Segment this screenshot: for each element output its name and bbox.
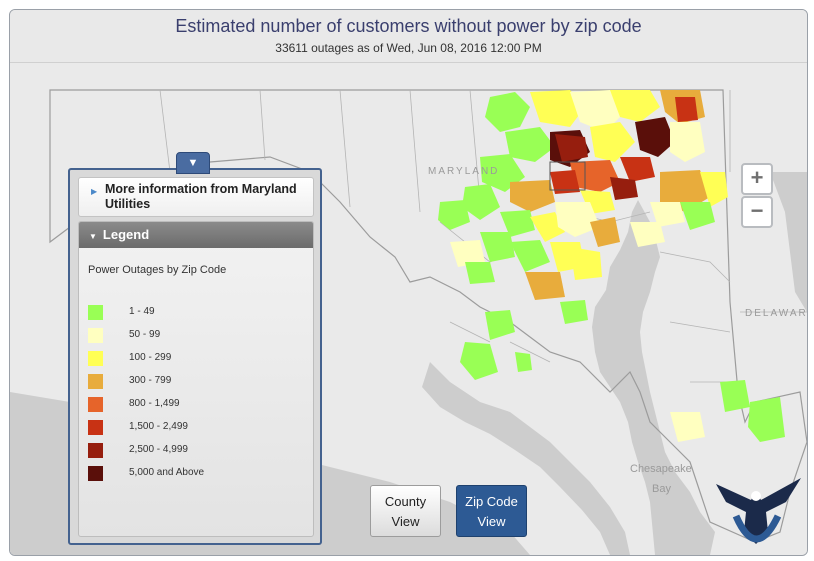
zoom-in-icon: + — [750, 165, 764, 190]
legend-subtitle: Power Outages by Zip Code — [88, 264, 227, 276]
app-frame: Estimated number of customers without po… — [9, 9, 808, 556]
county-view-label-1: County — [384, 494, 427, 509]
legend-swatch — [88, 374, 103, 389]
chesapeake-bay — [592, 200, 715, 555]
info-panel: ▶ More information from Maryland Utiliti… — [68, 168, 322, 545]
legend-swatch — [88, 305, 103, 320]
legend-section: ▼ Legend Power Outages by Zip Code 1 - 49… — [78, 221, 314, 537]
county-view-button[interactable]: County View — [370, 485, 441, 537]
legend-label: 5,000 and Above — [129, 467, 205, 478]
legend-label: 1 - 49 — [129, 306, 155, 317]
legend-swatch — [88, 443, 103, 458]
outage-summary: 33611 outages as of Wed, Jun 08, 2016 12… — [275, 41, 542, 55]
legend-label: 2,500 - 4,999 — [129, 444, 188, 455]
legend-swatch — [88, 351, 103, 366]
maryland-boundary — [49, 89, 807, 543]
maryland-osprey-logo — [706, 472, 806, 554]
legend-swatch — [88, 466, 103, 481]
zip-view-label-2: View — [477, 514, 506, 529]
header: Estimated number of customers without po… — [10, 10, 807, 63]
legend-label: 1,500 - 2,499 — [129, 421, 188, 432]
zip-outage-polygons — [438, 90, 785, 442]
label-delaware: DELAWARE — [745, 308, 807, 319]
delaware-bay — [770, 172, 807, 312]
legend-header-label: Legend — [102, 227, 150, 242]
panel-toggle-button[interactable]: ▼ — [176, 152, 210, 174]
zip-code-view-button[interactable]: Zip Code View — [456, 485, 527, 537]
chevron-right-icon: ▶ — [91, 187, 98, 196]
chevron-down-icon: ▼ — [187, 157, 199, 169]
baltimore-city-outline — [549, 161, 586, 191]
more-info-label: More information from Maryland Utilities — [105, 182, 297, 211]
legend-label: 800 - 1,499 — [129, 398, 180, 409]
legend-label: 300 - 799 — [129, 375, 172, 386]
legend-swatch — [88, 420, 103, 435]
caret-down-icon: ▼ — [89, 232, 97, 241]
potomac-river — [422, 362, 630, 555]
legend-swatch — [88, 397, 103, 412]
county-view-label-2: View — [391, 514, 420, 529]
zoom-out-button[interactable]: − — [741, 196, 773, 228]
legend-header[interactable]: ▼ Legend — [79, 222, 313, 248]
page-title: Estimated number of customers without po… — [175, 16, 642, 36]
legend-label: 50 - 99 — [129, 329, 161, 340]
zoom-in-button[interactable]: + — [741, 163, 773, 195]
legend-swatch — [88, 328, 103, 343]
label-chesapeake: Chesapeake — [630, 463, 692, 475]
zip-view-label-1: Zip Code — [465, 494, 518, 509]
more-info-button[interactable]: ▶ More information from Maryland Utiliti… — [78, 177, 314, 217]
legend-label: 100 - 299 — [129, 352, 172, 363]
label-maryland: MARYLAND — [428, 166, 499, 177]
zoom-out-icon: − — [750, 198, 764, 223]
label-bay: Bay — [652, 483, 671, 495]
